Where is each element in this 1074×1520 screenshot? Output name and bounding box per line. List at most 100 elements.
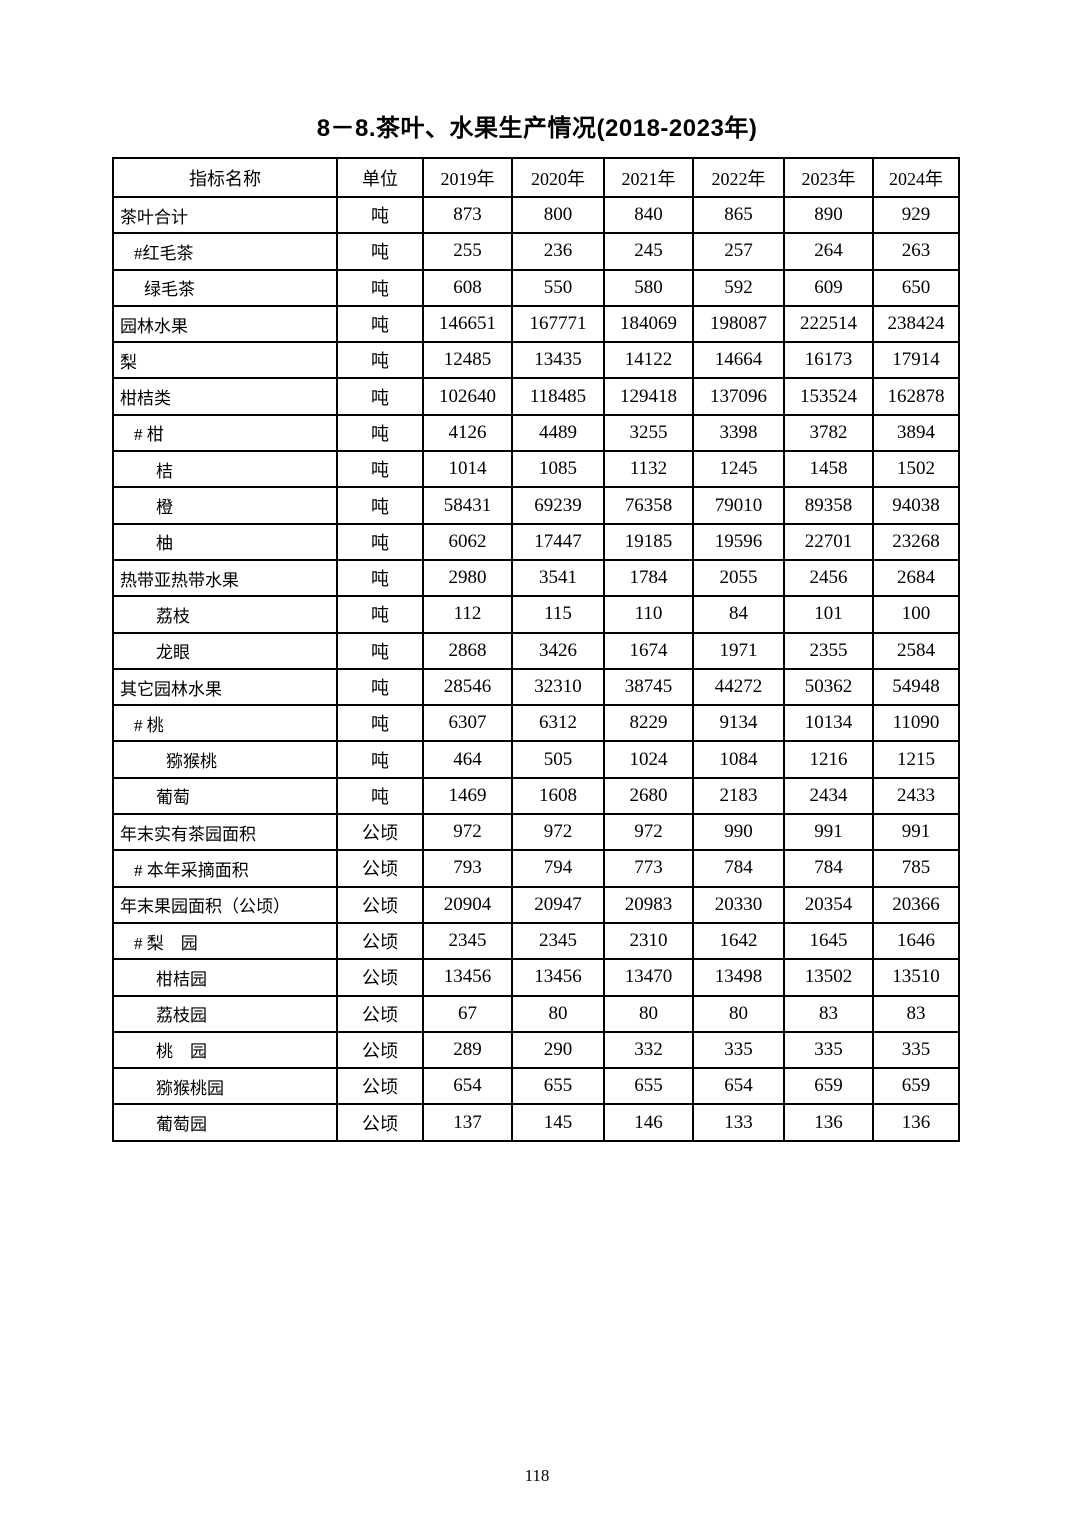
value-cell: 1245 xyxy=(692,450,785,489)
value-cell: 20366 xyxy=(872,885,960,924)
indicator-name-cell: 桃 园 xyxy=(112,1030,338,1070)
indicator-name-cell: 年末果园面积（公顷） xyxy=(112,885,338,924)
indicator-name-cell: 龙眼 xyxy=(112,631,338,670)
unit-cell: 吨 xyxy=(336,195,424,235)
unit-cell: 公顷 xyxy=(336,885,424,924)
indicator-name-cell: 年末实有茶园面积 xyxy=(112,813,338,852)
table-row: #红毛茶吨 255 236 245 257 264 263 xyxy=(112,232,960,271)
value-cell: 2434 xyxy=(783,776,874,816)
column-header-0: 指标名称 xyxy=(112,157,338,198)
value-cell: 1215 xyxy=(872,740,960,779)
value-cell: 1014 xyxy=(422,450,513,489)
value-cell: 1646 xyxy=(872,921,960,961)
value-cell: 1642 xyxy=(692,921,785,961)
unit-cell: 吨 xyxy=(336,377,424,416)
table-row: 猕猴桃吨 464 505 1024 1084 1216 1215 xyxy=(112,740,960,779)
value-cell: 550 xyxy=(511,268,605,307)
value-cell: 110 xyxy=(603,595,694,634)
table-row: 热带亚热带水果吨 2980 3541 1784 2055 2456 2684 xyxy=(112,558,960,598)
value-cell: 257 xyxy=(692,232,785,271)
value-cell: 44272 xyxy=(692,667,785,707)
indicator-name-cell: 猕猴桃园 xyxy=(112,1067,338,1106)
value-cell: 20983 xyxy=(603,885,694,924)
value-cell: 655 xyxy=(511,1067,605,1106)
value-cell: 335 xyxy=(783,1030,874,1070)
value-cell: 2980 xyxy=(422,558,513,598)
value-cell: 2355 xyxy=(783,631,874,670)
table-row: 荔枝吨 112 115 110 84 101 100 xyxy=(112,595,960,634)
value-cell: 840 xyxy=(603,195,694,235)
value-cell: 79010 xyxy=(692,486,785,525)
column-header-2: 2019年 xyxy=(422,157,513,198)
table-row: 园林水果吨 146651 167771 184069 198087 222514 23842… xyxy=(112,304,960,344)
unit-cell: 吨 xyxy=(336,304,424,344)
column-header-6: 2023年 xyxy=(783,157,874,198)
unit-cell: 吨 xyxy=(336,631,424,670)
value-cell: 1216 xyxy=(783,740,874,779)
indicator-name-cell: 园林水果 xyxy=(112,304,338,344)
value-cell: 28546 xyxy=(422,667,513,707)
value-cell: 991 xyxy=(783,813,874,852)
table-row: 葡萄园 公顷 137 145 146 133 136 136 xyxy=(112,1103,960,1142)
value-cell: 2345 xyxy=(422,921,513,961)
value-cell: 184069 xyxy=(603,304,694,344)
value-cell: 20354 xyxy=(783,885,874,924)
value-cell: 136 xyxy=(872,1103,960,1142)
table-row: 柚吨 6062 17447 19185 19596 22701 23268 xyxy=(112,522,960,561)
value-cell: 8229 xyxy=(603,704,694,743)
table-row: 柑桔园 公顷 13456 13456 13470 13498 13502 13510 xyxy=(112,958,960,997)
value-cell: 4126 xyxy=(422,413,513,453)
value-cell: 136 xyxy=(783,1103,874,1142)
production-table: 指标名称 单位 2019年 2020年 2021年 2022年 2023年 2024年 茶叶合… xyxy=(112,157,960,1142)
page-number: 118 xyxy=(524,1466,550,1485)
table-row: # 本年采摘面积 公顷 793 794 773 784 784 785 xyxy=(112,849,960,888)
unit-cell: 公顷 xyxy=(336,958,424,997)
value-cell: 773 xyxy=(603,849,694,888)
value-cell: 83 xyxy=(872,994,960,1033)
unit-cell: 吨 xyxy=(336,413,424,453)
unit-cell: 公顷 xyxy=(336,849,424,888)
value-cell: 20947 xyxy=(511,885,605,924)
column-header-7: 2024年 xyxy=(872,157,960,198)
value-cell: 1469 xyxy=(422,776,513,816)
value-cell: 505 xyxy=(511,740,605,779)
column-header-5: 2022年 xyxy=(692,157,785,198)
indicator-name-cell: # 本年采摘面积 xyxy=(112,849,338,888)
value-cell: 800 xyxy=(511,195,605,235)
unit-cell: 公顷 xyxy=(336,1030,424,1070)
value-cell: 32310 xyxy=(511,667,605,707)
value-cell: 2433 xyxy=(872,776,960,816)
indicator-name-cell: #红毛茶 xyxy=(112,232,338,271)
indicator-name-cell: 荔枝 xyxy=(112,595,338,634)
unit-cell: 吨 xyxy=(336,486,424,525)
value-cell: 255 xyxy=(422,232,513,271)
value-cell: 102640 xyxy=(422,377,513,416)
unit-cell: 公顷 xyxy=(336,1103,424,1142)
value-cell: 3398 xyxy=(692,413,785,453)
unit-cell: 公顷 xyxy=(336,994,424,1033)
value-cell: 80 xyxy=(692,994,785,1033)
value-cell: 335 xyxy=(872,1030,960,1070)
value-cell: 2456 xyxy=(783,558,874,598)
unit-cell: 吨 xyxy=(336,776,424,816)
value-cell: 84 xyxy=(692,595,785,634)
value-cell: 137096 xyxy=(692,377,785,416)
value-cell: 1971 xyxy=(692,631,785,670)
indicator-name-cell: 绿毛茶 xyxy=(112,268,338,307)
value-cell: 80 xyxy=(603,994,694,1033)
value-cell: 133 xyxy=(692,1103,785,1142)
value-cell: 17914 xyxy=(872,341,960,380)
value-cell: 129418 xyxy=(603,377,694,416)
unit-cell: 吨 xyxy=(336,740,424,779)
value-cell: 9134 xyxy=(692,704,785,743)
indicator-name-cell: 荔枝园 xyxy=(112,994,338,1033)
value-cell: 67 xyxy=(422,994,513,1033)
value-cell: 6307 xyxy=(422,704,513,743)
value-cell: 289 xyxy=(422,1030,513,1070)
value-cell: 80 xyxy=(511,994,605,1033)
table-row: 桃 园公顷 289 290 332 335 335 335 xyxy=(112,1030,960,1070)
value-cell: 146651 xyxy=(422,304,513,344)
table-row: 桔吨 1014 1085 1132 1245 1458 1502 xyxy=(112,450,960,489)
unit-cell: 公顷 xyxy=(336,1067,424,1106)
value-cell: 659 xyxy=(872,1067,960,1106)
